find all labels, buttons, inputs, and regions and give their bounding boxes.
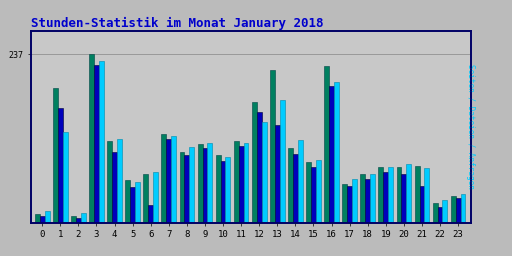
Bar (99, 61, 104, 223)
Bar (370, 174, 375, 223)
Bar (262, 122, 267, 223)
Bar (288, 148, 293, 223)
Bar (293, 154, 298, 223)
Bar (89, 54, 94, 223)
Bar (343, 184, 347, 223)
Text: Stunden-Statistik im Monat January 2018: Stunden-Statistik im Monat January 2018 (31, 16, 323, 29)
Bar (225, 157, 230, 223)
Bar (189, 147, 194, 223)
Bar (161, 134, 166, 223)
Bar (316, 160, 321, 223)
Bar (360, 174, 365, 223)
Bar (71, 216, 76, 223)
Bar (94, 65, 99, 223)
Bar (388, 167, 393, 223)
Bar (76, 218, 81, 223)
Bar (306, 162, 311, 223)
Bar (125, 180, 130, 223)
Bar (221, 161, 225, 223)
Bar (329, 86, 334, 223)
Bar (216, 155, 221, 223)
Bar (383, 172, 388, 223)
Bar (433, 203, 438, 223)
Bar (365, 179, 370, 223)
Bar (239, 146, 244, 223)
Bar (270, 70, 275, 223)
Bar (171, 136, 176, 223)
Bar (35, 214, 40, 223)
Bar (461, 194, 465, 223)
Bar (63, 132, 68, 223)
Bar (442, 200, 447, 223)
Bar (324, 66, 329, 223)
Bar (347, 186, 352, 223)
Bar (419, 186, 424, 223)
Bar (198, 144, 203, 223)
Bar (180, 152, 184, 223)
Bar (275, 125, 280, 223)
Bar (148, 205, 153, 223)
Bar (81, 214, 86, 223)
Bar (117, 139, 122, 223)
Y-axis label: Seiten / Dateien / Anfragen: Seiten / Dateien / Anfragen (466, 64, 475, 189)
Bar (424, 168, 429, 223)
Bar (415, 166, 419, 223)
Bar (45, 211, 50, 223)
Bar (352, 179, 357, 223)
Bar (58, 108, 63, 223)
Bar (234, 141, 239, 223)
Bar (407, 164, 411, 223)
Bar (53, 88, 58, 223)
Bar (166, 139, 171, 223)
Bar (184, 155, 189, 223)
Bar (40, 216, 45, 223)
Bar (311, 167, 316, 223)
Bar (451, 196, 456, 223)
Bar (130, 187, 135, 223)
Bar (257, 112, 262, 223)
Bar (143, 174, 148, 223)
Bar (112, 152, 117, 223)
Bar (298, 140, 303, 223)
Bar (456, 198, 461, 223)
Bar (252, 102, 257, 223)
Bar (280, 100, 285, 223)
Bar (378, 167, 383, 223)
Bar (135, 182, 140, 223)
Bar (334, 82, 339, 223)
Bar (107, 141, 112, 223)
Bar (438, 207, 442, 223)
Bar (401, 174, 407, 223)
Bar (207, 143, 212, 223)
Bar (153, 172, 158, 223)
Bar (203, 148, 207, 223)
Bar (396, 167, 401, 223)
Bar (244, 143, 248, 223)
